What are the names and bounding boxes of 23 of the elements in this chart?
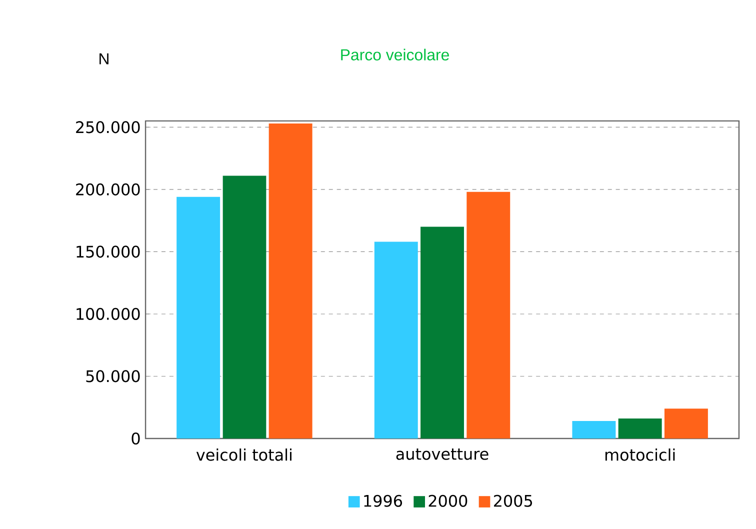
y-tick-label: 50.000 — [86, 370, 140, 382]
bar — [420, 226, 464, 438]
legend-label: 1996 — [364, 494, 402, 507]
bar — [222, 176, 266, 438]
bar — [176, 196, 220, 438]
x-tick-label: veicoli totali — [196, 448, 292, 461]
y-tick-label: 200.000 — [76, 183, 140, 196]
legend-label: 2005 — [494, 494, 532, 507]
x-tick-label: motocicli — [605, 448, 675, 461]
y-axis-title: N — [100, 53, 108, 64]
bar — [268, 123, 312, 438]
y-tick-label: 250.000 — [76, 121, 140, 134]
x-tick-label: autovetture — [396, 448, 488, 460]
bar — [466, 192, 510, 438]
bar — [618, 418, 662, 438]
bar — [374, 242, 418, 438]
bar — [664, 408, 708, 438]
y-tick-label: 100.000 — [76, 308, 140, 320]
y-tick-label: 0 — [132, 432, 140, 444]
y-tick-label: 150.000 — [76, 246, 140, 258]
legend-label: 2000 — [428, 494, 468, 507]
bar — [572, 420, 616, 438]
chart-title: Parco veicolare — [341, 48, 449, 60]
